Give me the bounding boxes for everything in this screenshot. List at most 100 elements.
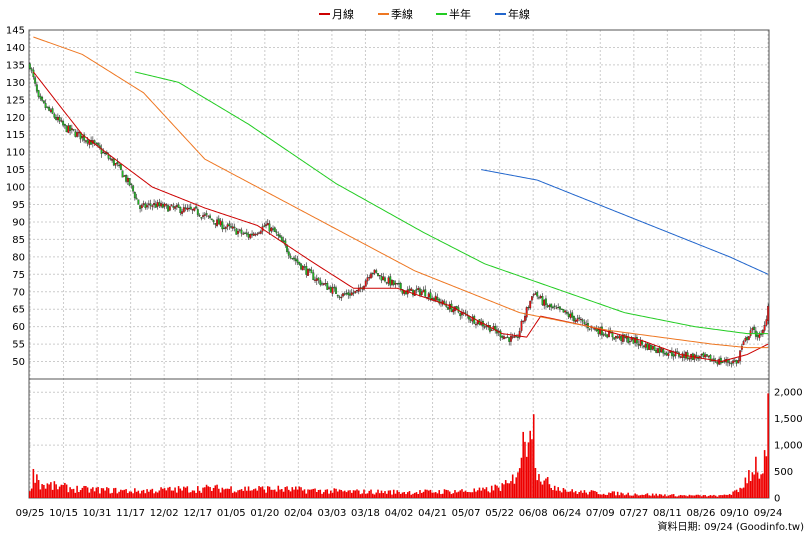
volume-bar <box>132 493 134 498</box>
candle-body <box>510 336 512 342</box>
candle-body <box>651 346 654 350</box>
candle-body <box>655 350 658 353</box>
volume-bar <box>686 496 689 498</box>
volume-bar <box>107 488 110 498</box>
volume-bar <box>497 487 500 498</box>
candle-body <box>758 333 761 339</box>
candle-body <box>576 318 579 322</box>
volume-bar <box>354 490 357 498</box>
volume-tick-label: 2,000 <box>774 388 803 399</box>
candle-body <box>559 306 561 310</box>
candle-body <box>289 255 292 258</box>
x-tick-label: 09/10 <box>720 508 749 519</box>
volume-bar <box>113 488 115 498</box>
candle-body <box>672 354 675 357</box>
candle-body <box>233 226 236 229</box>
candle-body <box>251 233 253 236</box>
candle-body <box>368 277 371 279</box>
candle-body <box>93 140 96 144</box>
volume-bar <box>485 487 488 498</box>
volume-bar <box>608 492 610 498</box>
moving-averages <box>32 36 769 363</box>
volume-bar <box>384 491 386 498</box>
candle-body <box>730 362 733 365</box>
volume-bar <box>90 488 92 498</box>
volume-bar <box>214 485 217 498</box>
candle-body <box>104 152 107 155</box>
price-tick-label: 95 <box>12 200 25 211</box>
volume-bar <box>522 431 524 498</box>
volume-bar <box>195 492 197 498</box>
candle-body <box>125 175 128 182</box>
x-tick-label: 01/05 <box>217 508 246 519</box>
candle-body <box>419 288 421 296</box>
candle-body <box>566 311 568 314</box>
volume-bar <box>69 487 71 498</box>
candle-body <box>382 276 385 281</box>
candle-body <box>242 233 245 235</box>
x-tick-label: 05/07 <box>452 508 481 519</box>
volume-bar <box>183 486 185 498</box>
candle-body <box>508 337 511 342</box>
candle-body <box>538 297 540 299</box>
candle-body <box>628 341 631 343</box>
x-tick-label: 12/17 <box>183 508 212 519</box>
candle-body <box>394 283 397 285</box>
candle-body <box>296 259 299 263</box>
volume-bar <box>349 490 351 498</box>
price-tick-label: 120 <box>6 113 25 124</box>
candle-body <box>408 288 411 291</box>
volume-bar <box>380 490 383 498</box>
volume-bar <box>468 491 470 498</box>
price-tick-label: 145 <box>6 26 25 37</box>
candle-body <box>172 205 175 208</box>
candle-body <box>665 352 668 356</box>
volume-bar <box>247 486 250 498</box>
volume-bar <box>532 414 535 498</box>
volume-bar <box>53 481 56 498</box>
candle-body <box>333 286 336 289</box>
candle-body <box>126 177 129 182</box>
candle-body <box>606 334 609 338</box>
volume-bar <box>314 488 316 498</box>
candle-body <box>387 277 390 284</box>
candle-body <box>420 291 423 295</box>
volume-bar <box>557 487 559 498</box>
volume-bar <box>198 490 201 498</box>
x-tick-label: 03/03 <box>317 508 346 519</box>
volume-bar <box>431 492 434 498</box>
ma-quarter-line <box>33 36 769 349</box>
candle-body <box>58 116 61 122</box>
legend-label-half: 半年 <box>449 7 471 21</box>
price-tick-label: 60 <box>12 322 25 333</box>
candle-body <box>338 296 341 298</box>
volume-bar <box>515 477 517 498</box>
x-tick-label: 06/08 <box>519 508 548 519</box>
volume-bar <box>209 487 211 498</box>
candle-body <box>384 277 386 282</box>
candle-body <box>83 134 86 141</box>
candle-body <box>147 203 150 205</box>
candle-body <box>503 336 505 340</box>
volume-bar <box>448 491 451 498</box>
volume-bar <box>357 490 360 498</box>
volume-bar <box>510 481 512 498</box>
candle-body <box>312 272 315 281</box>
volume-bar <box>39 489 42 498</box>
volume-bar <box>300 487 302 498</box>
candle-body <box>317 277 320 281</box>
candle-body <box>210 218 213 221</box>
volume-tick-label: 1,500 <box>774 414 803 425</box>
volume-bar <box>585 492 587 498</box>
volume-bar <box>508 483 510 498</box>
candle-body <box>284 240 287 246</box>
volume-bar <box>368 490 371 498</box>
volume-bar <box>490 485 493 498</box>
candle-body <box>732 360 735 364</box>
price-tick-label: 100 <box>6 183 25 194</box>
volume-bar <box>347 490 350 498</box>
candle-body <box>133 192 136 199</box>
candle-body <box>490 329 493 332</box>
volume-bar <box>742 487 745 498</box>
volume-bar <box>356 489 358 498</box>
